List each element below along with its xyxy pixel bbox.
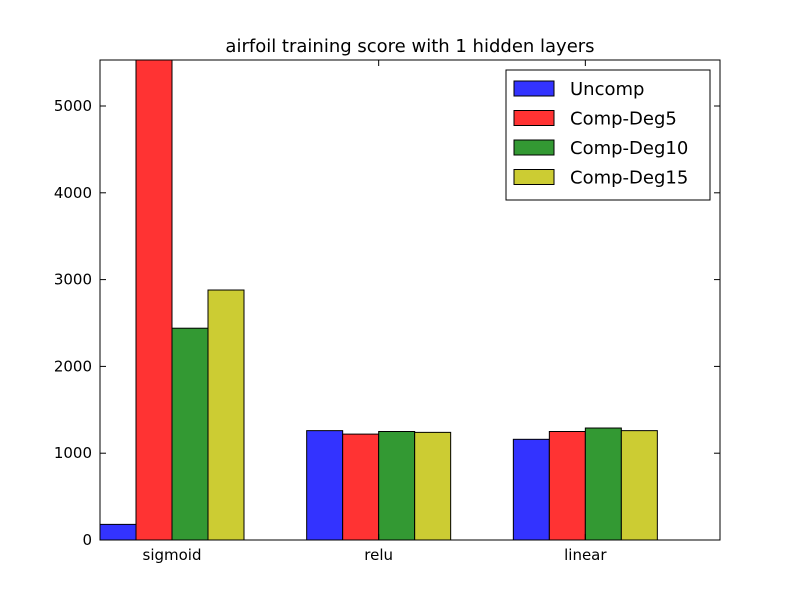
bar-linear-comp-deg10 xyxy=(584,427,622,541)
y-tick-label: 4000 xyxy=(54,184,92,202)
x-tick-label: linear xyxy=(564,546,607,564)
legend-swatch xyxy=(513,80,555,97)
bar-relu-comp-deg15 xyxy=(414,431,452,541)
bar-sigmoid-uncomp xyxy=(99,523,137,541)
bar-relu-uncomp xyxy=(306,430,344,541)
bar-sigmoid-comp-deg15 xyxy=(207,289,245,541)
bars-layer xyxy=(99,59,658,541)
legend-label: Comp-Deg15 xyxy=(570,168,688,189)
axis-ticks-layer: sigmoid relu linear 0 1000 2000 3000 4000 5000 xyxy=(54,60,720,564)
plot-frame xyxy=(99,59,721,541)
bar-linear-comp-deg15 xyxy=(620,430,658,541)
y-tick-label: 2000 xyxy=(54,357,92,375)
bar-relu-comp-deg5 xyxy=(342,433,380,541)
y-tick-label: 5000 xyxy=(54,97,92,115)
legend-swatch xyxy=(513,169,555,185)
bar-sigmoid-comp-deg10 xyxy=(171,327,209,541)
x-tick-label: sigmoid xyxy=(143,546,202,564)
y-tick-label: 0 xyxy=(82,531,92,549)
x-tick-label: relu xyxy=(364,546,393,564)
y-tick-label: 1000 xyxy=(54,444,92,462)
legend-swatch xyxy=(513,110,555,126)
bar-linear-comp-deg5 xyxy=(548,431,586,541)
bar-relu-comp-deg10 xyxy=(378,431,416,541)
y-tick-label: 3000 xyxy=(54,271,92,289)
legend-label: Comp-Deg5 xyxy=(570,109,677,130)
bar-linear-uncomp xyxy=(512,438,550,541)
legend-label: Comp-Deg10 xyxy=(570,138,688,159)
legend-label: Uncomp xyxy=(570,79,644,100)
chart-title: airfoil training score with 1 hidden lay… xyxy=(225,36,594,57)
legend: Uncomp Comp-Deg5 Comp-Deg10 Comp-Deg15 xyxy=(505,69,711,201)
bar-sigmoid-comp-deg5 xyxy=(135,59,173,541)
legend-swatch xyxy=(513,139,555,156)
